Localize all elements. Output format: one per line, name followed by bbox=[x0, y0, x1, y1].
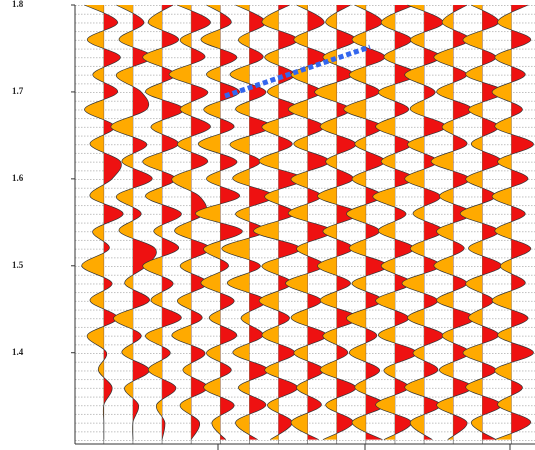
chart: 1.4 1.5 1.6 1.7 1.8 bbox=[0, 0, 535, 450]
y-tick-label: 1.8 bbox=[12, 0, 24, 9]
y-tick-label: 1.5 bbox=[12, 260, 24, 270]
y-tick-label: 1.7 bbox=[12, 86, 24, 96]
y-tick-label: 1.6 bbox=[12, 173, 24, 183]
y-tick-label: 1.4 bbox=[12, 347, 24, 357]
